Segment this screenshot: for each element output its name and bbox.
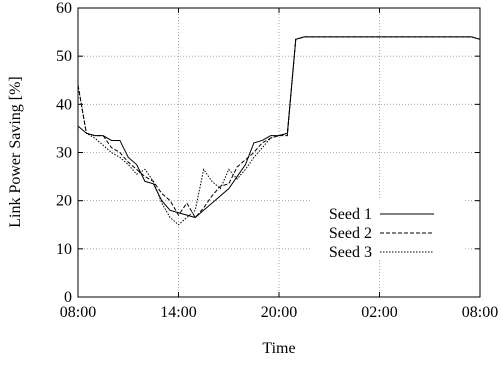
x-tick-label: 14:00 bbox=[160, 304, 196, 321]
legend-label: Seed 2 bbox=[329, 225, 372, 242]
y-tick-label: 20 bbox=[56, 193, 72, 210]
data-series bbox=[77, 36, 481, 226]
x-tick-label: 08:00 bbox=[60, 304, 96, 321]
y-tick-label: 40 bbox=[56, 96, 72, 113]
series-line-seed-1 bbox=[77, 36, 481, 219]
y-tick-label: 50 bbox=[56, 48, 72, 65]
y-tick-label: 30 bbox=[56, 145, 72, 162]
x-tick-label: 20:00 bbox=[261, 304, 297, 321]
y-tick-label: 10 bbox=[56, 241, 72, 258]
series-line-seed-2 bbox=[77, 36, 481, 219]
legend-background bbox=[312, 200, 464, 260]
legend: Seed 1 Seed 2 Seed 3 bbox=[312, 200, 464, 261]
legend-label: Seed 1 bbox=[329, 206, 372, 223]
axis-ticks: 0 10 20 30 40 50 60 08:00 14:00 20:00 02:00 08:00 bbox=[56, 0, 498, 321]
y-tick-label: 0 bbox=[64, 289, 72, 306]
x-axis-title: Time bbox=[262, 340, 295, 357]
y-axis-title: Link Power Saving [%] bbox=[7, 76, 24, 228]
series-line-seed-3 bbox=[77, 36, 481, 226]
x-tick-label: 08:00 bbox=[462, 304, 498, 321]
legend-label: Seed 3 bbox=[329, 244, 372, 261]
y-tick-label: 60 bbox=[56, 0, 72, 17]
x-tick-label: 02:00 bbox=[361, 304, 397, 321]
